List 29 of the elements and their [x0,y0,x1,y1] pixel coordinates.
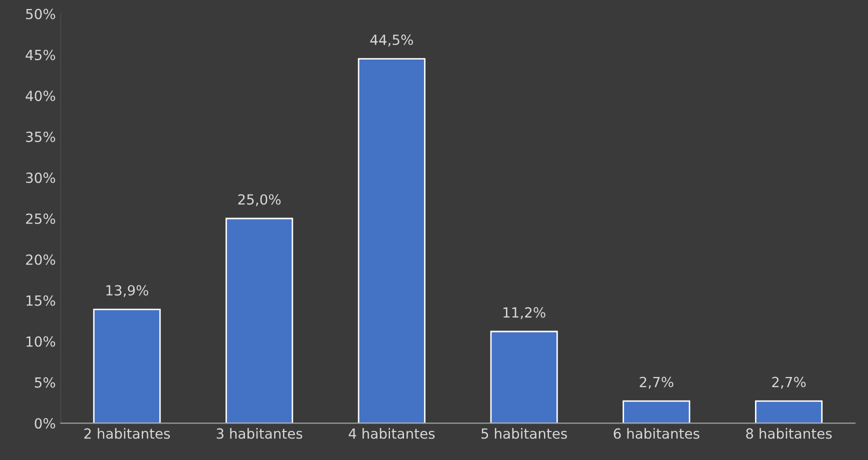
y-tick-label: 15% [26,295,56,306]
data-label: 2,7% [640,376,674,389]
x-tick-label: 4 habitantes [348,428,435,439]
y-tick-label: 45% [26,50,56,60]
bar [755,400,823,424]
y-tick-label: 10% [26,336,56,347]
bar [226,218,294,424]
y-tick-label: 0% [34,418,56,429]
x-tick-label: 3 habitantes [216,428,302,439]
x-tick-label: 6 habitantes [614,428,700,439]
x-tick-label: 5 habitantes [482,428,567,439]
data-label: 13,9% [106,285,148,297]
y-tick-label: 40% [26,90,56,102]
data-label: 44,5% [370,34,413,46]
x-tick-label: 2 habitantes [84,428,170,439]
bar [490,330,558,424]
y-tick-label: 20% [26,254,56,265]
y-tick-label: 25% [26,213,56,224]
y-tick-label: 35% [26,132,56,142]
bar [93,308,161,424]
x-tick-label: 8 habitantes [746,428,832,439]
bar [358,58,426,424]
data-label: 25,0% [238,194,281,206]
bar [622,400,690,424]
y-tick-label: 5% [34,377,56,388]
data-label: 2,7% [772,376,806,389]
y-tick-label: 50% [26,8,56,20]
data-label: 11,2% [504,307,546,320]
y-tick-label: 30% [26,172,56,184]
